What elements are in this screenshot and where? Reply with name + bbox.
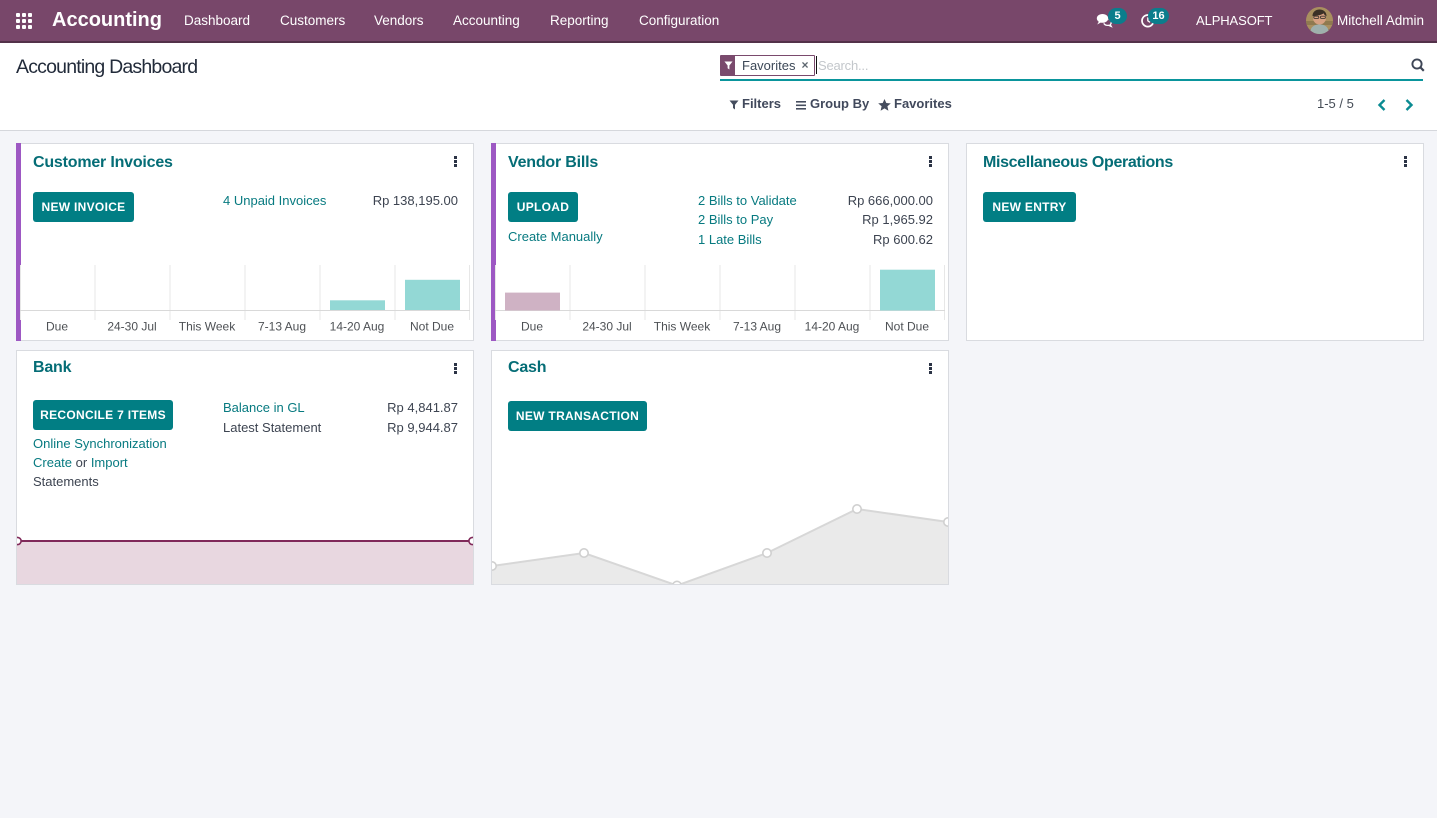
svg-text:24-30 Jul: 24-30 Jul <box>107 320 156 334</box>
svg-text:This Week: This Week <box>654 320 711 334</box>
svg-text:7-13 Aug: 7-13 Aug <box>733 320 781 334</box>
svg-text:This Week: This Week <box>179 320 236 334</box>
svg-text:14-20 Aug: 14-20 Aug <box>805 320 860 334</box>
svg-text:14-20 Aug: 14-20 Aug <box>330 320 385 334</box>
svg-text:24-30 Jul: 24-30 Jul <box>582 320 631 334</box>
svg-text:Not Due: Not Due <box>885 320 929 334</box>
svg-text:7-13 Aug: 7-13 Aug <box>258 320 306 334</box>
svg-text:Not Due: Not Due <box>410 320 454 334</box>
svg-text:Due: Due <box>46 320 68 334</box>
svg-text:Due: Due <box>521 320 543 334</box>
